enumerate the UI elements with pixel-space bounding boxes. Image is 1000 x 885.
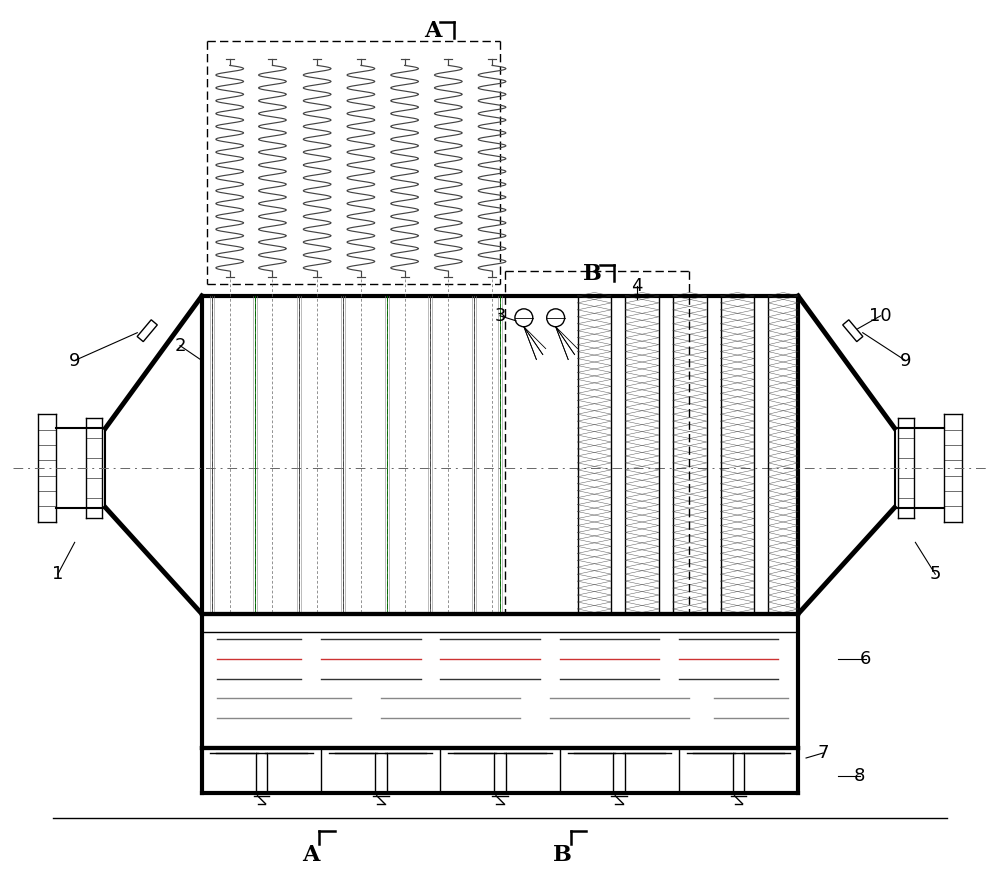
Text: 6: 6 (860, 650, 871, 667)
Text: 4: 4 (631, 277, 643, 295)
Text: A: A (303, 844, 320, 866)
Text: A: A (424, 19, 441, 42)
Text: 5: 5 (930, 566, 941, 583)
Text: 2: 2 (174, 336, 186, 355)
Text: 9: 9 (900, 351, 911, 370)
Text: 7: 7 (817, 744, 829, 762)
Text: 3: 3 (494, 307, 506, 325)
Text: 8: 8 (854, 767, 865, 785)
Text: B: B (583, 263, 602, 285)
Text: 10: 10 (869, 307, 892, 325)
Text: 1: 1 (52, 566, 63, 583)
Text: B: B (553, 844, 572, 866)
Text: 9: 9 (69, 351, 80, 370)
